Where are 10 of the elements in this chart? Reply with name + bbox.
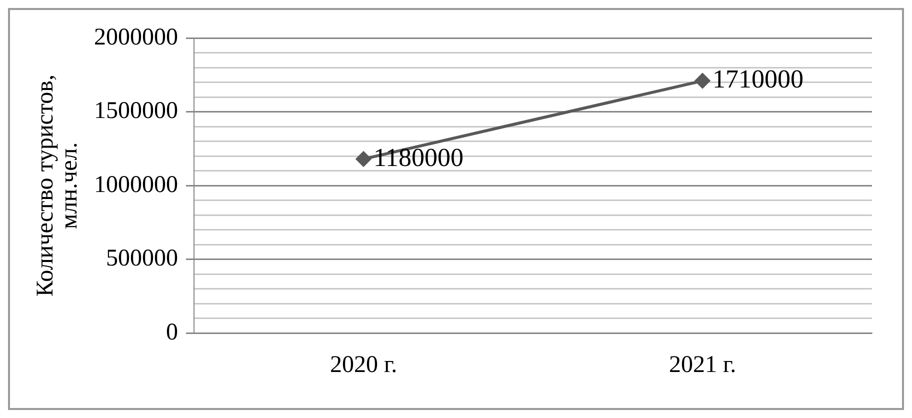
- y-axis-title: Количество туристов, млн.чел.: [32, 74, 82, 297]
- data-label: 1710000: [712, 64, 804, 94]
- x-tick-label: 2020 г.: [330, 352, 398, 378]
- y-tick-label: 500000: [106, 246, 178, 272]
- x-tick-label: 2021 г.: [668, 352, 736, 378]
- y-tick-label: 1000000: [94, 172, 178, 198]
- y-tick-label: 2000000: [94, 24, 178, 50]
- data-label: 1180000: [374, 142, 464, 172]
- y-tick-label: 0: [166, 319, 178, 346]
- y-tick-label: 1500000: [94, 98, 178, 124]
